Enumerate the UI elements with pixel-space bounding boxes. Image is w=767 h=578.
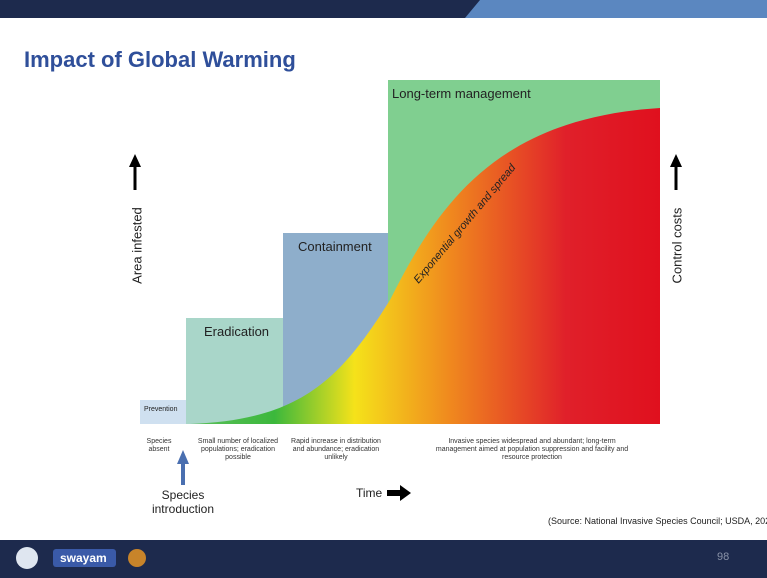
logo-box	[53, 549, 116, 567]
time: Time	[356, 486, 383, 500]
logo-circle	[16, 547, 38, 569]
introduction: Species introduction	[151, 488, 215, 516]
title: Impact of Global Warming	[24, 47, 296, 72]
stage: Long-term management	[392, 86, 531, 101]
left-axis: Area infested	[129, 207, 145, 284]
eradication-box	[186, 318, 290, 424]
right-axis: Control costs	[669, 207, 685, 284]
source: (Source: National Invasive Species Counc…	[548, 516, 767, 526]
right-arrow	[670, 154, 682, 190]
bottom-bar	[0, 540, 767, 578]
growth-curve	[190, 108, 660, 424]
time-arrow	[387, 485, 411, 501]
description: Species absent	[146, 438, 172, 453]
stage: Containment	[298, 239, 372, 254]
description: Invasive species widespread and abundant…	[435, 438, 629, 461]
logo-text: swayam	[60, 551, 107, 565]
description: Rapid increase in distribution and abund…	[291, 438, 381, 461]
prevention-box	[140, 400, 186, 424]
left-arrow	[129, 154, 141, 190]
stage: Prevention	[144, 406, 178, 413]
page-number: 98	[717, 551, 730, 563]
intro-arrow	[177, 450, 189, 485]
stage: Eradication	[204, 324, 270, 339]
description: Small number of localized populations; e…	[197, 438, 279, 461]
top-accent	[465, 0, 767, 18]
logo-nptel	[128, 549, 146, 567]
